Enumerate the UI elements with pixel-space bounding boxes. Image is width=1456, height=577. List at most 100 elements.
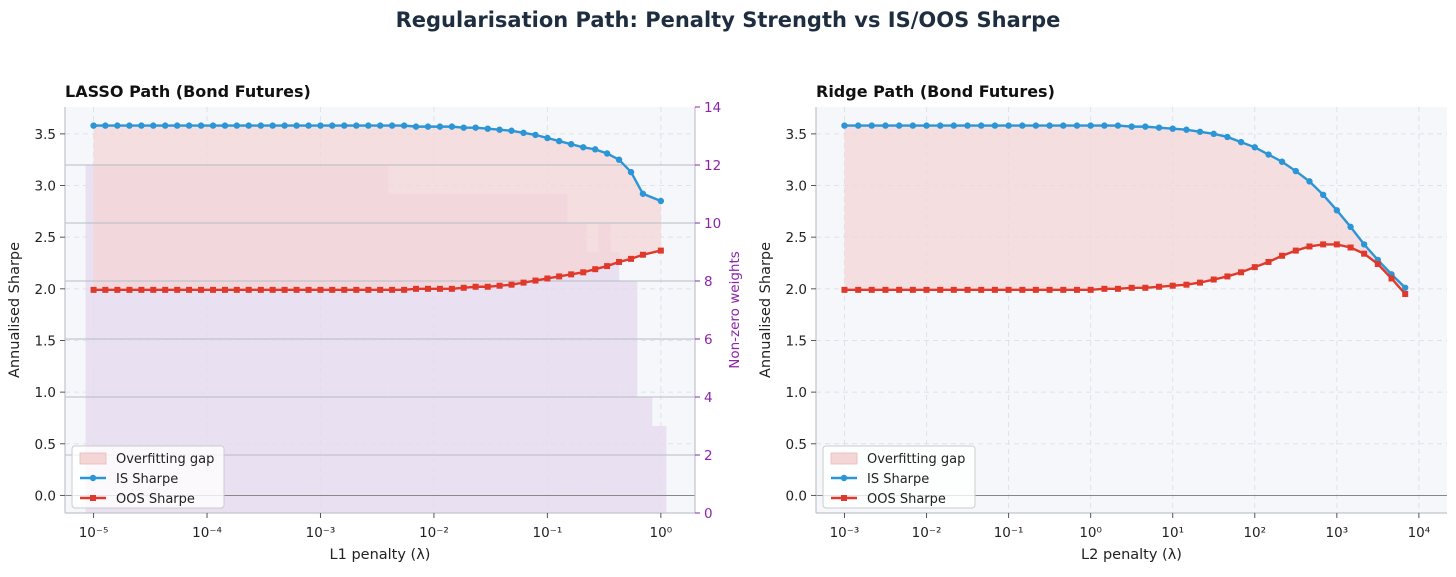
legend-swatch-gap	[830, 452, 858, 465]
oos-sharpe-point	[855, 286, 862, 293]
y-tick-label: 3.0	[35, 179, 56, 195]
oos-sharpe-point	[1374, 261, 1381, 268]
figure-title: Regularisation Path: Penalty Strength vs…	[396, 8, 1061, 32]
is-sharpe-point	[1155, 124, 1163, 131]
nonzero-weights-bar	[598, 223, 611, 513]
chart-title: Ridge Path (Bond Futures)	[816, 82, 1055, 101]
oos-sharpe-point	[544, 275, 551, 282]
legend-label: IS Sharpe	[116, 472, 178, 487]
is-sharpe-point	[305, 122, 312, 129]
is-sharpe-point	[1073, 122, 1081, 129]
is-sharpe-point	[1347, 223, 1354, 231]
x-tick-label: 10⁻³	[306, 525, 336, 541]
y-tick-label: 1.0	[35, 385, 56, 401]
is-sharpe-point	[895, 122, 903, 129]
y-tick-label: 2.5	[35, 230, 56, 246]
is-sharpe-point	[1360, 241, 1368, 248]
oos-sharpe-point	[353, 286, 360, 293]
is-sharpe-point	[365, 122, 372, 129]
y-tick-label: 1.5	[786, 333, 807, 349]
oos-sharpe-point	[592, 266, 599, 273]
oos-sharpe-point	[1402, 290, 1409, 297]
is-sharpe-point	[555, 137, 563, 145]
x-tick-label: 10⁰	[1079, 525, 1102, 541]
is-sharpe-point	[1183, 126, 1190, 133]
oos-sharpe-point	[198, 286, 205, 293]
is-sharpe-point	[185, 122, 193, 129]
oos-sharpe-point	[1032, 286, 1039, 293]
is-sharpe-point	[592, 146, 599, 153]
is-sharpe-point	[532, 131, 539, 139]
oos-sharpe-point	[604, 263, 611, 270]
y-tick-label: 2.0	[786, 282, 807, 298]
oos-sharpe-point	[1251, 264, 1258, 271]
y-axis-label: Annualised Sharpe	[758, 242, 774, 378]
y-tick-label: 0.5	[35, 437, 56, 453]
oos-sharpe-point	[1196, 279, 1203, 286]
oos-sharpe-point	[896, 286, 903, 293]
is-sharpe-point	[353, 122, 360, 129]
y2-tick-label: 14	[704, 100, 721, 116]
oos-sharpe-point	[305, 286, 312, 293]
oos-sharpe-point	[628, 255, 635, 262]
is-sharpe-point	[615, 156, 623, 163]
is-sharpe-point	[1060, 122, 1067, 129]
y2-tick-label: 12	[704, 158, 721, 174]
oos-sharpe-point	[401, 286, 408, 293]
is-sharpe-point	[150, 122, 157, 129]
legend: Overfitting gap IS Sharpe OOS Sharpe	[822, 445, 976, 509]
is-sharpe-point	[269, 122, 276, 129]
x-tick-label: 10¹	[1161, 525, 1184, 541]
oos-sharpe-point	[868, 286, 875, 293]
legend-box	[71, 445, 225, 509]
oos-sharpe-point	[245, 286, 252, 293]
oos-sharpe-point	[508, 281, 515, 288]
legend-marker-is	[840, 474, 848, 482]
is-sharpe-point	[950, 122, 958, 129]
is-sharpe-point	[90, 122, 97, 129]
oos-sharpe-point	[102, 286, 109, 293]
oos-sharpe-point	[174, 286, 181, 293]
oos-sharpe-point	[90, 286, 97, 293]
oos-sharpe-point	[484, 283, 491, 290]
oos-sharpe-point	[210, 286, 217, 293]
is-sharpe-point	[580, 144, 587, 151]
oos-sharpe-point	[448, 285, 455, 292]
oos-sharpe-point	[1388, 275, 1395, 282]
x-axis-label: L1 penalty (λ)	[330, 547, 431, 563]
legend-marker-is	[89, 474, 97, 482]
is-sharpe-point	[964, 122, 971, 129]
is-sharpe-point	[329, 122, 336, 129]
oos-sharpe-point	[329, 286, 336, 293]
is-sharpe-point	[376, 122, 384, 129]
oos-sharpe-point	[1073, 286, 1080, 293]
is-sharpe-point	[923, 122, 930, 129]
y-tick-label: 1.5	[35, 333, 56, 349]
oos-sharpe-point	[436, 285, 443, 292]
nonzero-weights-bar	[652, 426, 667, 513]
legend: Overfitting gap IS Sharpe OOS Sharpe	[71, 445, 225, 509]
nonzero-weights-bar	[610, 252, 620, 513]
oos-sharpe-point	[882, 286, 889, 293]
legend-box	[822, 445, 976, 509]
oos-sharpe-point	[233, 286, 240, 293]
is-sharpe-point	[1265, 151, 1272, 158]
y-tick-label: 3.5	[35, 127, 56, 143]
is-sharpe-point	[436, 123, 444, 130]
is-sharpe-point	[174, 122, 181, 129]
oos-sharpe-point	[317, 286, 324, 293]
y-tick-label: 3.0	[786, 179, 807, 195]
is-sharpe-point	[1333, 207, 1341, 214]
y-tick-label: 3.5	[786, 127, 807, 143]
oos-sharpe-point	[1169, 282, 1176, 289]
oos-sharpe-point	[991, 286, 998, 293]
is-sharpe-point	[657, 197, 665, 205]
is-sharpe-point	[1128, 123, 1135, 130]
ridge-path-chart: 10⁻³ 10⁻² 10⁻¹ 10⁰ 10¹ 10² 10³ 10⁴ 0.0 0.5 1.0 1.5 2…	[758, 82, 1447, 563]
is-sharpe-point	[1402, 284, 1409, 291]
overfitting-gap-area	[93, 125, 661, 290]
oos-sharpe-point	[138, 286, 145, 293]
y-tick-label: 0.5	[786, 437, 807, 453]
legend-label: OOS Sharpe	[116, 492, 195, 507]
